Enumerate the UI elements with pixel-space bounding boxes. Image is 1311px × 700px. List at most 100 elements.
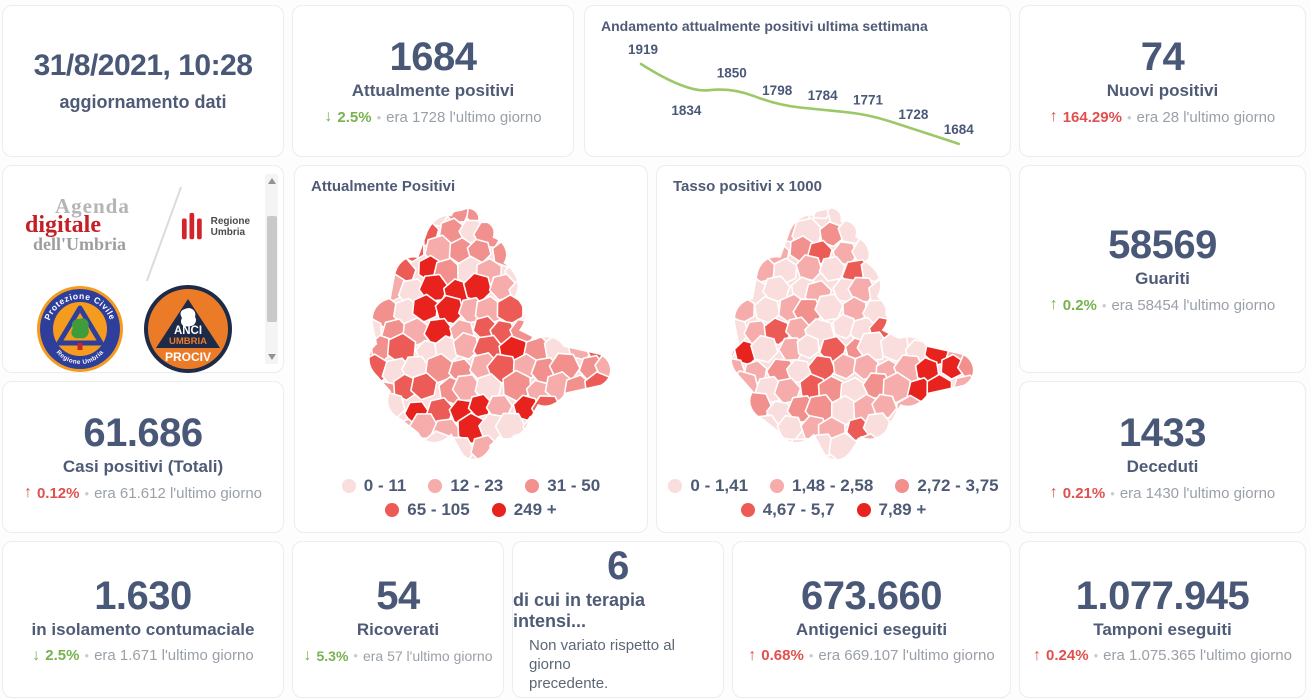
bullet-separator: • bbox=[808, 648, 814, 663]
card-terapia-intensiva: 6 di cui in terapia intensi... Non varia… bbox=[512, 541, 724, 698]
svg-text:1798: 1798 bbox=[762, 83, 793, 98]
map-legend: 0 - 1,41 1,48 - 2,58 2,72 - 3,75 4,67 - … bbox=[657, 476, 1010, 520]
kpi-label: Deceduti bbox=[1126, 457, 1199, 476]
legend-swatch bbox=[491, 503, 506, 517]
legend-label: 7,89 + bbox=[878, 500, 927, 519]
kpi-value: 673.660 bbox=[800, 573, 943, 618]
bullet-separator: • bbox=[1126, 109, 1132, 125]
logo-divider bbox=[145, 186, 183, 282]
kpi-change: ↑ 0.24% • era 1.075.365 l'ultimo giorno bbox=[1033, 647, 1292, 665]
kpi-label: Attualmente positivi bbox=[351, 81, 515, 100]
kpi-label: Antigenici eseguiti bbox=[795, 619, 948, 639]
prociv-text: PROCIV bbox=[165, 350, 211, 364]
legend-label: 4,67 - 5,7 bbox=[762, 500, 835, 519]
trend-up-arrow-icon: ↑ bbox=[748, 646, 757, 664]
kpi-note: Non variato rispetto al giorno precedent… bbox=[513, 637, 723, 693]
kpi-value: 1684 bbox=[389, 35, 477, 79]
umbria-text: UMBRIA bbox=[169, 336, 207, 347]
legend-label: 12 - 23 bbox=[450, 476, 504, 495]
scrollbar-thumb[interactable] bbox=[266, 215, 277, 323]
legend-label: 65 - 105 bbox=[407, 500, 470, 519]
anci-prociv-logo: ANCI UMBRIA PROCIV bbox=[144, 285, 232, 373]
kpi-previous-value: era 1430 l'ultimo giorno bbox=[1119, 484, 1276, 502]
regione-umbria-label: Regione Umbria bbox=[210, 216, 251, 238]
svg-text:1850: 1850 bbox=[717, 65, 747, 80]
bullet-separator: • bbox=[84, 485, 90, 501]
agenda-digitale-logo: Agenda digitale dell'Umbria bbox=[25, 194, 130, 254]
card-aggiornamento-dati: 31/8/2021, 10:28 aggiornamento dati bbox=[2, 5, 284, 157]
bullet-separator: • bbox=[376, 109, 382, 125]
kpi-change: ↑ 164.29% • era 28 l'ultimo giorno bbox=[1050, 108, 1276, 126]
trend-line-chart: 1919 1834 1850 1798 1784 1771 1728 1684 bbox=[628, 42, 975, 146]
legend-label: 31 - 50 bbox=[547, 476, 601, 495]
bullet-separator: • bbox=[353, 648, 358, 663]
kpi-change: ↑ 0.12% • era 61.612 l'ultimo giorno bbox=[24, 484, 262, 502]
kpi-previous-value: era 1.671 l'ultimo giorno bbox=[94, 647, 254, 664]
legend-swatch bbox=[895, 479, 910, 493]
card-map-tasso-positivi: Tasso positivi x 1000 0 - 1,41 1,48 - 2,… bbox=[656, 165, 1011, 533]
card-deceduti: 1433 Deceduti ↑ 0.21% • era 1430 l'ultim… bbox=[1019, 381, 1306, 533]
scrollbar-up-arrow-icon[interactable] bbox=[265, 174, 278, 188]
svg-text:1784: 1784 bbox=[808, 88, 839, 103]
kpi-change: ↓ 2.5% • era 1728 l'ultimo giorno bbox=[324, 108, 541, 126]
trend-up-arrow-icon: ↑ bbox=[1049, 296, 1058, 313]
kpi-change: ↓ 2.5% • era 1.671 l'ultimo giorno bbox=[32, 647, 253, 665]
kpi-previous-value: era 58454 l'ultimo giorno bbox=[1111, 296, 1276, 314]
kpi-label: in isolamento contumaciale bbox=[31, 619, 255, 639]
kpi-change-percent: 0.68% bbox=[761, 647, 804, 664]
agenda-logo-line1: Agenda bbox=[55, 194, 130, 218]
choropleth-map-attualmente-positivi[interactable] bbox=[295, 192, 647, 474]
kpi-change: ↑ 0.21% • era 1430 l'ultimo giorno bbox=[1050, 484, 1276, 502]
kpi-value: 1.630 bbox=[94, 573, 192, 618]
legend-swatch bbox=[668, 479, 683, 493]
legend-swatch bbox=[385, 503, 400, 517]
bullet-separator: • bbox=[1093, 648, 1099, 663]
map-title: Tasso positivi x 1000 bbox=[673, 178, 822, 195]
update-label: aggiornamento dati bbox=[59, 92, 227, 112]
kpi-label: Ricoverati bbox=[356, 619, 440, 639]
legend-label: 2,72 - 3,75 bbox=[917, 476, 999, 495]
svg-text:1684: 1684 bbox=[944, 122, 975, 137]
kpi-label: Guariti bbox=[1135, 269, 1190, 288]
trend-up-arrow-icon: ↑ bbox=[1033, 646, 1042, 664]
kpi-label: Tamponi eseguiti bbox=[1093, 619, 1232, 639]
card-logos: Agenda digitale dell'Umbria Regione Umbr… bbox=[2, 165, 284, 373]
kpi-previous-value: era 1728 l'ultimo giorno bbox=[386, 108, 542, 126]
kpi-label: di cui in terapia intensi... bbox=[513, 590, 646, 632]
legend-swatch bbox=[525, 479, 540, 493]
kpi-change-percent: 5.3% bbox=[316, 647, 349, 664]
kpi-value: 54 bbox=[376, 573, 420, 618]
regione-umbria-mark-icon bbox=[181, 212, 202, 240]
bullet-separator: • bbox=[84, 648, 90, 663]
trend-down-arrow-icon: ↓ bbox=[32, 646, 41, 664]
kpi-value: 74 bbox=[1140, 35, 1185, 79]
kpi-value: 61.686 bbox=[83, 411, 203, 455]
card-tamponi: 1.077.945 Tamponi eseguiti ↑ 0.24% • era… bbox=[1019, 541, 1306, 698]
kpi-previous-value: era 61.612 l'ultimo giorno bbox=[94, 484, 263, 502]
chart-title: Andamento attualmente positivi ultima se… bbox=[601, 18, 928, 34]
scrollbar[interactable] bbox=[265, 174, 278, 364]
kpi-change: ↓ 5.3% • era 57 l'ultimo giorno bbox=[303, 647, 492, 665]
choropleth-map-tasso-positivi[interactable] bbox=[657, 192, 1010, 474]
trend-down-arrow-icon: ↓ bbox=[303, 646, 312, 664]
kpi-label: Casi positivi (Totali) bbox=[62, 457, 224, 476]
kpi-change-percent: 0.24% bbox=[1046, 647, 1089, 664]
card-attualmente-positivi: 1684 Attualmente positivi ↓ 2.5% • era 1… bbox=[292, 5, 574, 157]
card-map-attualmente-positivi: Attualmente Positivi 0 - 11 12 - 23 31 -… bbox=[294, 165, 648, 533]
svg-text:1834: 1834 bbox=[671, 103, 702, 118]
legend-swatch bbox=[770, 479, 785, 493]
card-antigenici: 673.660 Antigenici eseguiti ↑ 0.68% • er… bbox=[732, 541, 1011, 698]
map-legend: 0 - 11 12 - 23 31 - 50 65 - 105 249 + bbox=[295, 476, 647, 520]
scrollbar-down-arrow-icon[interactable] bbox=[265, 350, 278, 364]
anci-text: ANCI bbox=[174, 325, 202, 337]
kpi-value: 1433 bbox=[1119, 411, 1206, 455]
trend-up-arrow-icon: ↑ bbox=[1049, 108, 1058, 125]
svg-text:1771: 1771 bbox=[853, 92, 884, 107]
card-trend-chart: Andamento attualmente positivi ultima se… bbox=[584, 5, 1011, 157]
kpi-previous-value: era 57 l'ultimo giorno bbox=[362, 647, 493, 664]
trend-down-arrow-icon: ↓ bbox=[324, 108, 333, 125]
legend-label: 0 - 11 bbox=[363, 476, 407, 495]
card-guariti: 58569 Guariti ↑ 0.2% • era 58454 l'ultim… bbox=[1019, 165, 1306, 373]
kpi-change-percent: 164.29% bbox=[1062, 108, 1122, 126]
card-casi-positivi-totali: 61.686 Casi positivi (Totali) ↑ 0.12% • … bbox=[2, 381, 284, 533]
